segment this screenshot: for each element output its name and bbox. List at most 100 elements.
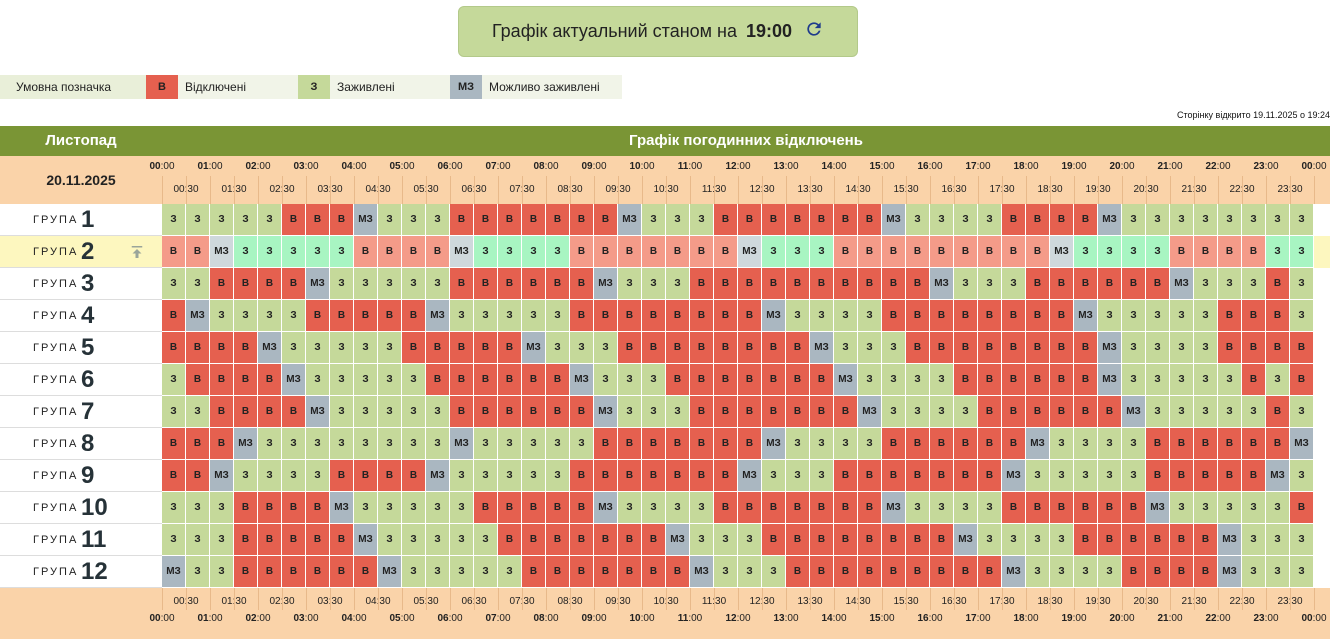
- slot-cell: З: [1194, 204, 1218, 236]
- slot-cell: З: [1266, 236, 1290, 268]
- slot-cell: З: [210, 204, 234, 236]
- time-axis-bottom: [0, 588, 1330, 639]
- slot-cell: МЗ: [1146, 492, 1170, 524]
- hour-tick-bottom: 14:00: [821, 613, 847, 624]
- slot-cell: В: [330, 204, 354, 236]
- slot-cell: В: [570, 556, 594, 588]
- slot-cell: В: [402, 300, 426, 332]
- slot-cell: МЗ: [1026, 428, 1050, 460]
- pin-to-top-icon[interactable]: [128, 243, 146, 261]
- slot-cell: З: [1146, 300, 1170, 332]
- slot-cell: З: [354, 332, 378, 364]
- axis-gridline: [714, 176, 715, 204]
- slot-cell: В: [906, 460, 930, 492]
- slot-cell: З: [1074, 460, 1098, 492]
- slot-cell: В: [1218, 460, 1242, 492]
- hour-tick-top: 18:00: [1013, 161, 1039, 172]
- slot-cell: В: [954, 556, 978, 588]
- slot-cell: В: [498, 524, 522, 556]
- slot-cell: В: [618, 236, 642, 268]
- slot-cell: З: [330, 332, 354, 364]
- slot-cell: З: [618, 396, 642, 428]
- axis-gridline: [1026, 588, 1027, 610]
- slot-cell: В: [666, 364, 690, 396]
- slot-cell: В: [810, 204, 834, 236]
- slot-cell: З: [954, 204, 978, 236]
- hour-tick-top: 02:00: [245, 161, 271, 172]
- slot-cell: З: [618, 492, 642, 524]
- group-label-3: ГРУПА 3: [0, 268, 162, 300]
- axis-gridline: [546, 176, 547, 204]
- hour-tick-top: 06:00: [437, 161, 463, 172]
- date-label: 20.11.2025: [46, 172, 116, 188]
- slot-cell: МЗ: [810, 332, 834, 364]
- slot-cell: В: [978, 332, 1002, 364]
- axis-gridline: [522, 588, 523, 610]
- axis-gridline: [594, 176, 595, 204]
- slot-cell: З: [426, 268, 450, 300]
- axis-gridline: [1290, 176, 1291, 204]
- axis-gridline: [210, 588, 211, 610]
- slot-cell: В: [234, 268, 258, 300]
- slot-cell: В: [762, 364, 786, 396]
- slot-cell: З: [1266, 524, 1290, 556]
- axis-gridline: [810, 176, 811, 204]
- slot-cell: В: [930, 556, 954, 588]
- hour-tick-top: 15:00: [869, 161, 895, 172]
- slot-cell: В: [570, 204, 594, 236]
- slot-cell: В: [162, 428, 186, 460]
- refresh-icon[interactable]: [804, 19, 824, 44]
- slot-cell: З: [1218, 268, 1242, 300]
- slot-cell: В: [546, 204, 570, 236]
- slot-cell: В: [858, 524, 882, 556]
- slot-cell: В: [186, 460, 210, 492]
- month-label: Листопад: [45, 132, 117, 149]
- slot-cell: В: [210, 268, 234, 300]
- slot-cell: З: [450, 300, 474, 332]
- slot-cell: В: [930, 332, 954, 364]
- slot-cell: В: [1170, 236, 1194, 268]
- slot-cell: МЗ: [1122, 396, 1146, 428]
- hour-tick-bottom: 06:00: [437, 613, 463, 624]
- hour-tick-bottom: 13:00: [773, 613, 799, 624]
- slot-cell: В: [738, 492, 762, 524]
- slot-cell: В: [474, 268, 498, 300]
- slot-cell: МЗ: [354, 524, 378, 556]
- group-row-12: МЗ З З В В В В В В МЗ З З З З З В В В В В В В МЗ З З З В В В В В В В В В МЗ…: [162, 556, 1330, 588]
- slot-cell: З: [1170, 332, 1194, 364]
- slot-cell: З: [1026, 524, 1050, 556]
- slot-cell: З: [1242, 204, 1266, 236]
- slot-cell: В: [834, 396, 858, 428]
- slot-cell: В: [834, 556, 858, 588]
- axis-gridline: [330, 588, 331, 610]
- slot-cell: З: [642, 396, 666, 428]
- axis-gridline: [1074, 176, 1075, 204]
- slot-cell: В: [810, 364, 834, 396]
- slot-cell: В: [1050, 204, 1074, 236]
- slot-cell: В: [1098, 396, 1122, 428]
- slot-cell: В: [1098, 268, 1122, 300]
- slot-cell: З: [426, 396, 450, 428]
- slot-cell: В: [1122, 492, 1146, 524]
- slot-cell: В: [1002, 428, 1026, 460]
- half-hour-tick-bottom: 11:30: [694, 596, 734, 608]
- slot-cell: МЗ: [1098, 204, 1122, 236]
- slot-cell: В: [978, 396, 1002, 428]
- slot-cell: В: [1002, 300, 1026, 332]
- axis-gridline: [1314, 588, 1315, 610]
- slot-cell: З: [930, 492, 954, 524]
- slot-cell: В: [474, 204, 498, 236]
- slot-cell: З: [1194, 268, 1218, 300]
- slot-cell: З: [162, 524, 186, 556]
- slot-cell: В: [642, 300, 666, 332]
- slot-cell: В: [258, 268, 282, 300]
- slot-cell: В: [570, 524, 594, 556]
- group-label-12: ГРУПА 12: [0, 556, 162, 588]
- slot-cell: МЗ: [882, 492, 906, 524]
- slot-cell: З: [474, 236, 498, 268]
- table-header: Листопад Графік погодинних відключень: [0, 126, 1330, 156]
- axis-gridline: [954, 176, 955, 204]
- axis-gridline: [1242, 588, 1243, 610]
- slot-cell: В: [426, 332, 450, 364]
- slot-cell: В: [546, 396, 570, 428]
